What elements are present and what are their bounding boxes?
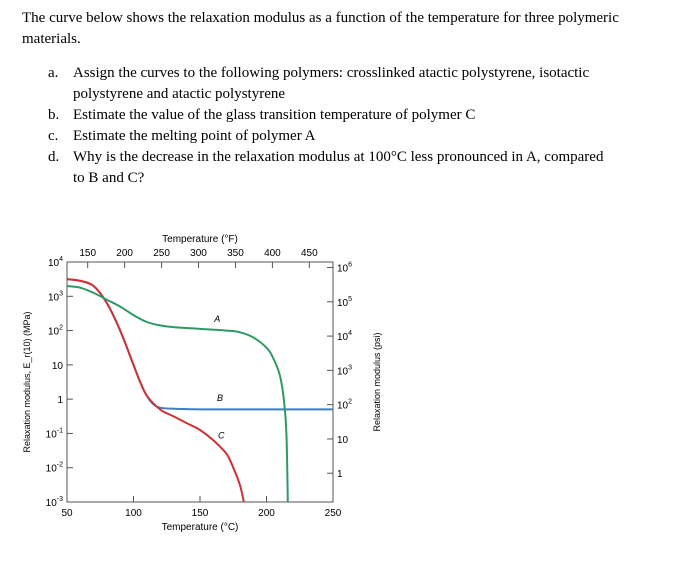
left-tick-label: 10 — [52, 361, 64, 372]
bottom-tick-label: 200 — [258, 508, 275, 519]
bottom-tick-label: 250 — [325, 508, 342, 519]
question-text: Assign the curves to the following polym… — [73, 65, 590, 81]
top-tick-label: 350 — [227, 248, 244, 259]
plot-frame — [66, 261, 334, 503]
question-letter: a. — [48, 65, 59, 81]
top-tick-label: 450 — [301, 248, 318, 259]
bottom-axis-title: Temperature (°C) — [162, 522, 239, 533]
right-axis-title: Relaxation modulus (psi) — [372, 332, 382, 431]
top-tick-label: 200 — [116, 248, 133, 259]
right-tick-label: 1 — [337, 469, 343, 480]
top-tick-label: 300 — [190, 248, 207, 259]
bottom-tick-label: 100 — [125, 508, 142, 519]
right-tick-label: 105 — [337, 296, 352, 309]
question-text: Why is the decrease in the relaxation mo… — [73, 149, 604, 165]
left-tick-label: 104 — [48, 256, 63, 269]
question-letter: d. — [48, 149, 60, 165]
question-text: Estimate the melting point of polymer A — [73, 128, 316, 144]
intro-text: The curve below shows the relaxation mod… — [22, 10, 619, 47]
curve-label-a: A — [213, 314, 220, 324]
question-d: d. Why is the decrease in the relaxation… — [48, 147, 668, 189]
bottom-tick-label: 50 — [61, 508, 73, 519]
right-tick-label: 103 — [337, 364, 352, 377]
curve-label-c: C — [218, 431, 225, 441]
left-tick-label: 1 — [57, 395, 63, 406]
right-tick-label: 10 — [337, 435, 349, 446]
question-letter: b. — [48, 107, 60, 123]
question-a: a. Assign the curves to the following po… — [48, 63, 668, 105]
left-axis-title: Relaxation modulus, E_r(10) (MPa) — [22, 311, 32, 452]
left-tick-label: 10-1 — [46, 427, 63, 440]
left-tick-label: 102 — [48, 325, 63, 338]
curve-c — [66, 278, 245, 503]
question-b: b. Estimate the value of the glass trans… — [48, 105, 668, 126]
curve-a — [66, 285, 289, 503]
right-tick-label: 106 — [337, 262, 352, 275]
curve-label-b: B — [217, 393, 223, 403]
top-tick-label: 400 — [264, 248, 281, 259]
top-axis-title: Temperature (°F) — [162, 234, 238, 245]
question-letter: c. — [48, 128, 59, 144]
bottom-tick-label: 150 — [192, 508, 209, 519]
right-tick-label: 104 — [337, 330, 352, 343]
question-text: polystyrene and atactic polystyrene — [73, 86, 286, 102]
question-c: c. Estimate the melting point of polymer… — [48, 126, 668, 147]
left-tick-label: 10-3 — [46, 496, 63, 509]
top-tick-label: 250 — [153, 248, 170, 259]
question-text: to B and C? — [73, 170, 145, 186]
left-tick-label: 103 — [48, 290, 63, 303]
left-tick-label: 10-2 — [46, 462, 63, 475]
top-tick-label: 150 — [79, 248, 96, 259]
right-tick-label: 102 — [337, 399, 352, 412]
question-text: Estimate the value of the glass transiti… — [73, 107, 476, 123]
